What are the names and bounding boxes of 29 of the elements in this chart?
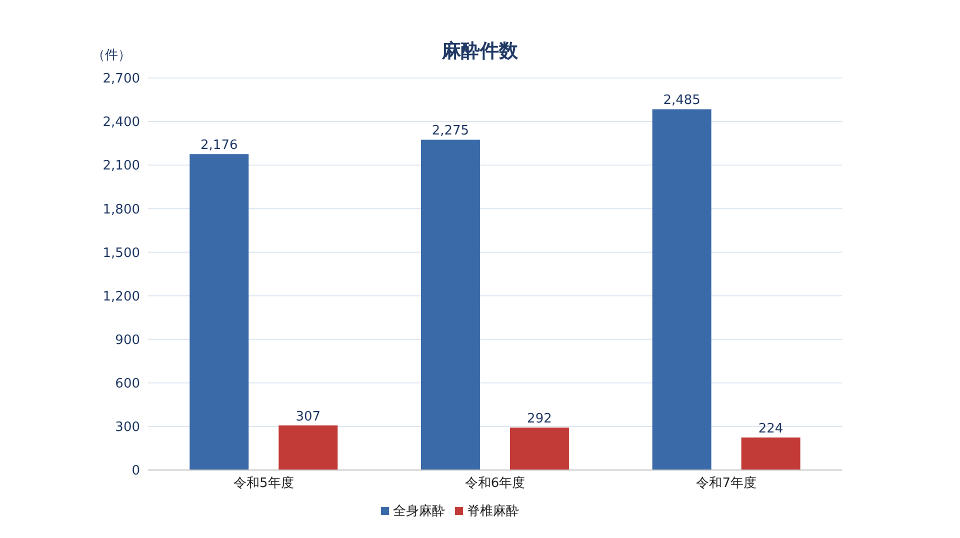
y-tick-label: 300 [115,420,140,436]
y-tick-label: 900 [115,332,140,348]
data-label: 224 [758,421,784,436]
data-label: 2,275 [432,124,470,139]
bar [190,154,249,470]
chart-title: 麻酔件数 [442,40,518,62]
y-tick-label: 1,800 [102,202,140,218]
data-label: 2,485 [663,93,700,108]
y-tick-label: 0 [132,464,140,479]
bar [510,428,569,470]
y-tick-label: 2,400 [102,115,140,130]
legend-label: 全身麻酔 [393,504,445,519]
data-label: 2,176 [200,138,238,154]
bar [652,109,712,470]
x-tick-label: 令和5年度 [234,475,294,492]
legend-label: 脊椎麻酔 [467,504,519,519]
y-tick-label: 2,100 [102,158,140,174]
bar [741,437,800,470]
y-tick-label: 600 [115,376,140,392]
y-tick-label: 1,500 [102,246,140,261]
y-axis-title: （件） [92,47,131,64]
y-tick-label: 1,200 [102,289,140,304]
x-tick-label: 令和7年度 [696,475,756,492]
data-label: 307 [296,409,321,424]
x-tick-label: 令和6年度 [464,475,526,492]
bar [278,425,338,470]
y-tick-label: 2,700 [102,72,140,87]
bar [420,140,480,470]
data-label: 292 [527,412,552,427]
